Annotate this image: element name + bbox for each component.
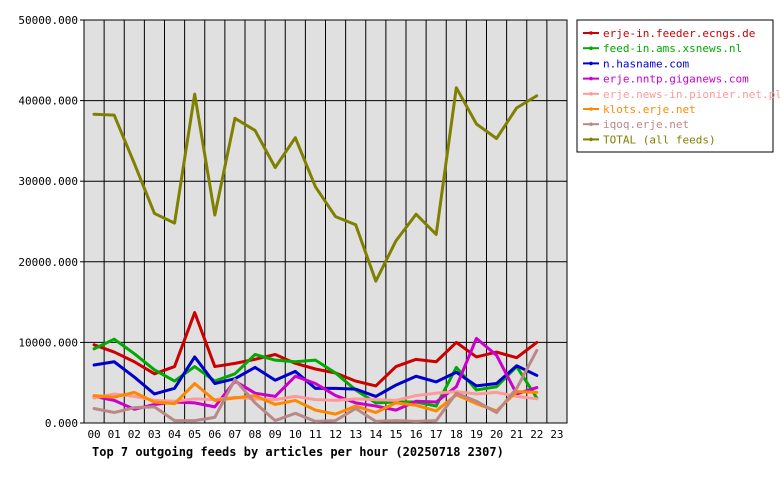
y-tick-label: 50000.000	[18, 14, 78, 27]
legend-box	[576, 19, 774, 153]
x-tick-label: 11	[309, 428, 322, 441]
y-tick-label: 10000.000	[18, 336, 78, 349]
legend-label: n.hasname.com	[603, 57, 689, 70]
legend-label: feed-in.ams.xsnews.nl	[603, 42, 742, 55]
x-tick-label: 01	[108, 428, 121, 441]
series-line-1	[92, 337, 539, 408]
y-tick-label: 30000.000	[18, 175, 78, 188]
legend-label: klots.erje.net	[603, 103, 696, 116]
series-line-2	[92, 355, 539, 398]
legend-marker	[589, 61, 593, 66]
x-tick-label: 15	[389, 428, 402, 441]
legend-marker	[589, 122, 593, 126]
x-axis: 00 01 02 03 04 05 06 07 08 09 10 11 12 13 14 15 16 17 18 19…	[87, 428, 563, 441]
legend-marker	[589, 76, 593, 81]
series-line-4	[92, 390, 539, 403]
x-tick-label: 23	[550, 428, 563, 441]
x-tick-label: 09	[269, 428, 282, 441]
y-tick-label: 20000.000	[18, 256, 78, 269]
x-tick-label: 02	[128, 428, 141, 441]
legend: erje-in.feeder.ecngs.de feed-in.ams.xsnew…	[576, 19, 780, 153]
x-tick-label: 04	[168, 428, 182, 441]
legend-marker	[589, 137, 593, 142]
legend-marker	[589, 107, 593, 111]
y-axis: 0.000 10000.000 20000.000 30000.000 40000.00…	[18, 14, 84, 430]
x-tick-label: 21	[510, 428, 523, 441]
legend-label: erje.nntp.giganews.com	[603, 73, 749, 86]
y-tick-label: 0.000	[45, 417, 78, 430]
x-tick-label: 06	[208, 428, 221, 441]
x-tick-label: 16	[409, 428, 422, 441]
series-line-5	[92, 382, 539, 416]
legend-label: erje.news-in.pionier.net.pl	[603, 88, 780, 101]
x-tick-label: 10	[289, 428, 302, 441]
x-tick-label: 00	[87, 428, 100, 441]
x-tick-label: 12	[329, 428, 342, 441]
legend-marker	[589, 46, 593, 50]
x-tick-label: 14	[369, 428, 383, 441]
y-tick-label: 40000.000	[18, 95, 78, 108]
x-tick-label: 19	[470, 428, 483, 441]
grid	[84, 20, 567, 423]
series-line-0	[92, 311, 539, 388]
x-tick-label: 20	[490, 428, 503, 441]
series-line-7	[92, 86, 539, 283]
x-tick-label: 18	[450, 428, 463, 441]
x-tick-label: 08	[248, 428, 261, 441]
x-tick-label: 17	[430, 428, 443, 441]
legend-label: TOTAL (all feeds)	[603, 133, 716, 146]
x-tick-label: 05	[188, 428, 201, 441]
chart-title: Top 7 outgoing feeds by articles per hou…	[92, 445, 504, 459]
legend-label: iqoq.erje.net	[603, 118, 689, 131]
x-tick-label: 22	[530, 428, 543, 441]
x-tick-label: 03	[148, 428, 161, 441]
legend-label: erje-in.feeder.ecngs.de	[603, 27, 755, 40]
legend-marker	[589, 31, 593, 35]
legend-marker	[589, 92, 593, 96]
x-tick-label: 13	[349, 428, 362, 441]
series-line-6	[92, 348, 539, 423]
x-tick-label: 07	[228, 428, 241, 441]
series-group	[92, 86, 539, 423]
